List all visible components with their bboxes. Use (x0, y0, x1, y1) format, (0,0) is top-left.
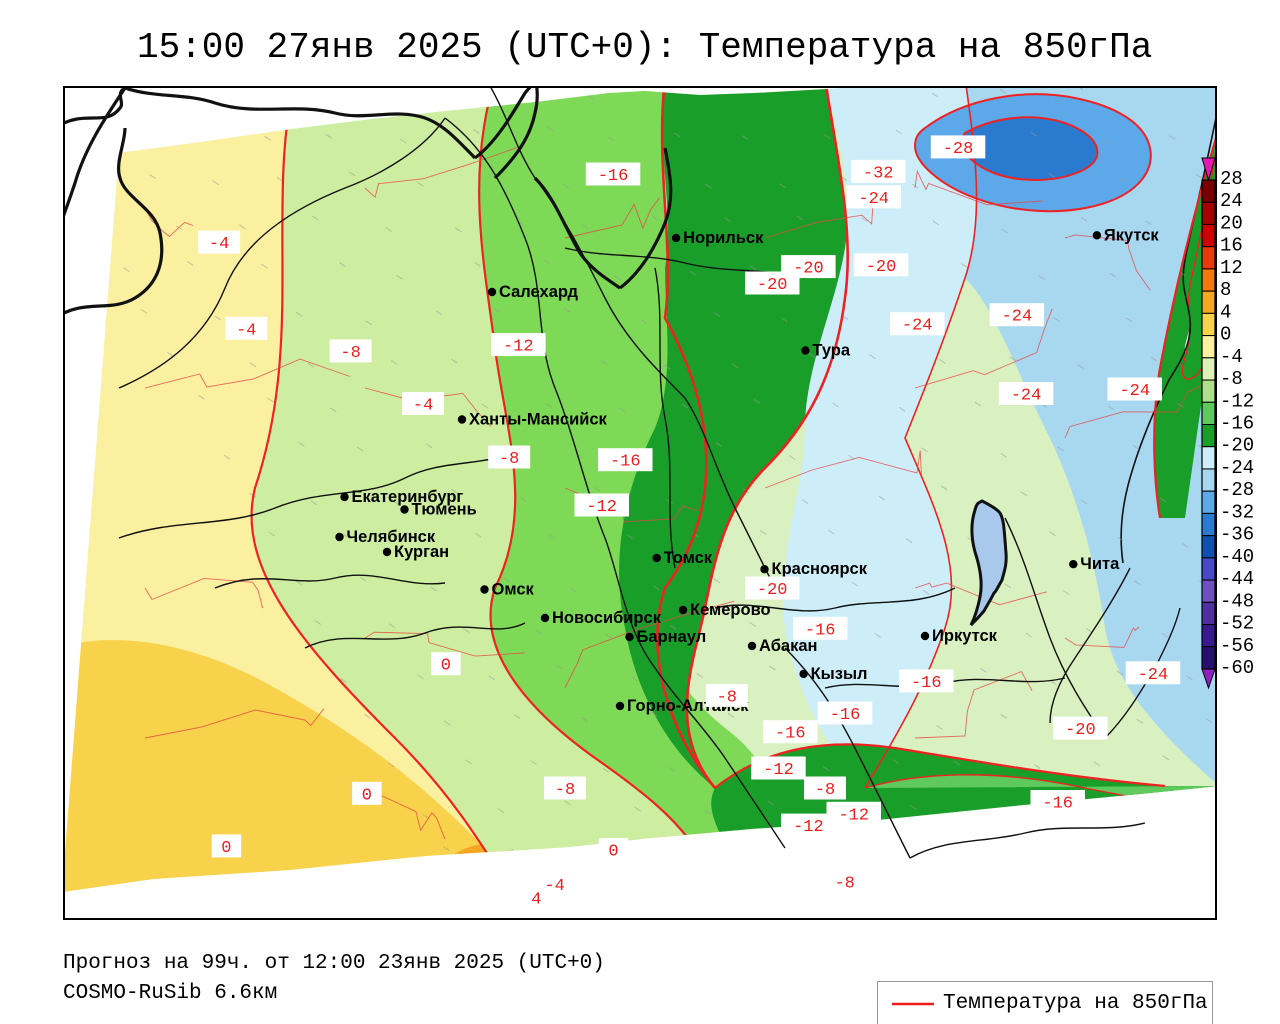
svg-text:-4: -4 (236, 321, 256, 340)
svg-text:-56: -56 (1220, 635, 1254, 657)
svg-text:-12: -12 (763, 761, 794, 780)
svg-text:Кемерово: Кемерово (690, 601, 771, 619)
svg-text:-8: -8 (1220, 368, 1243, 390)
svg-text:0: 0 (1220, 324, 1231, 346)
svg-text:-16: -16 (911, 674, 942, 693)
svg-text:-36: -36 (1220, 524, 1254, 546)
svg-text:24: 24 (1220, 190, 1243, 212)
svg-text:-8: -8 (815, 781, 835, 800)
svg-text:-24: -24 (902, 317, 933, 336)
svg-text:Салехард: Салехард (499, 283, 579, 301)
svg-text:4: 4 (531, 891, 541, 910)
svg-text:28: 28 (1220, 168, 1243, 190)
svg-text:0: 0 (362, 786, 372, 805)
svg-text:-24: -24 (1138, 666, 1169, 685)
svg-text:Тура: Тура (812, 342, 850, 360)
svg-text:Норильск: Норильск (683, 229, 764, 247)
svg-text:20: 20 (1220, 212, 1243, 234)
svg-text:0: 0 (608, 843, 618, 862)
svg-text:-4: -4 (413, 397, 433, 416)
svg-text:-20: -20 (1220, 435, 1254, 457)
svg-text:-8: -8 (499, 450, 519, 469)
svg-text:-48: -48 (1220, 590, 1254, 612)
svg-text:Курган: Курган (394, 543, 449, 561)
svg-text:0: 0 (221, 839, 231, 858)
svg-text:-16: -16 (610, 453, 641, 472)
svg-text:0: 0 (441, 657, 451, 676)
svg-text:Красноярск: Красноярск (772, 560, 868, 578)
svg-text:Ханты-Мансийск: Ханты-Мансийск (469, 411, 608, 429)
svg-text:Якутск: Якутск (1104, 226, 1160, 244)
svg-text:16: 16 (1220, 235, 1243, 257)
svg-text:-24: -24 (858, 190, 889, 209)
svg-text:4: 4 (1220, 301, 1231, 323)
svg-text:-32: -32 (1220, 501, 1254, 523)
svg-text:-8: -8 (340, 344, 360, 363)
svg-text:-16: -16 (598, 167, 629, 186)
svg-text:-12: -12 (586, 498, 617, 517)
svg-text:-8: -8 (834, 874, 854, 893)
svg-text:-52: -52 (1220, 613, 1254, 635)
svg-text:-12: -12 (838, 806, 869, 825)
svg-text:-24: -24 (1002, 308, 1033, 327)
svg-text:-4: -4 (1220, 346, 1243, 368)
svg-text:Кызыл: Кызыл (811, 665, 868, 683)
svg-text:-20: -20 (793, 260, 824, 279)
svg-text:-20: -20 (1065, 721, 1096, 740)
svg-text:-8: -8 (555, 781, 575, 800)
svg-text:-44: -44 (1220, 568, 1254, 590)
svg-text:-16: -16 (1220, 413, 1254, 435)
svg-text:-4: -4 (209, 235, 229, 254)
svg-text:-16: -16 (775, 725, 806, 744)
svg-text:Тюмень: Тюмень (412, 501, 477, 519)
svg-text:-20: -20 (757, 276, 788, 295)
svg-text:-28: -28 (1220, 479, 1254, 501)
svg-text:-24: -24 (1119, 382, 1150, 401)
svg-text:-28: -28 (943, 140, 974, 159)
svg-text:12: 12 (1220, 257, 1243, 279)
svg-text:Чита: Чита (1080, 555, 1120, 573)
svg-text:Барнаул: Барнаул (637, 628, 707, 646)
svg-text:-16: -16 (830, 706, 861, 725)
svg-text:-8: -8 (717, 688, 737, 707)
svg-text:-12: -12 (793, 818, 824, 837)
svg-text:Томск: Томск (664, 549, 713, 567)
svg-text:-12: -12 (503, 338, 534, 357)
svg-text:-12: -12 (1220, 390, 1254, 412)
svg-text:-20: -20 (757, 581, 788, 600)
svg-text:Омск: Омск (492, 581, 535, 599)
svg-text:Новосибирск: Новосибирск (552, 609, 662, 627)
svg-text:-40: -40 (1220, 546, 1254, 568)
svg-text:-24: -24 (1220, 457, 1254, 479)
svg-text:-16: -16 (1042, 795, 1073, 814)
svg-text:-20: -20 (866, 258, 897, 277)
svg-text:8: 8 (1220, 279, 1231, 301)
svg-text:-32: -32 (863, 164, 894, 183)
svg-text:-16: -16 (805, 621, 836, 640)
svg-text:-60: -60 (1220, 657, 1254, 679)
svg-text:-24: -24 (1011, 387, 1042, 406)
svg-text:Иркутск: Иркутск (932, 627, 998, 645)
